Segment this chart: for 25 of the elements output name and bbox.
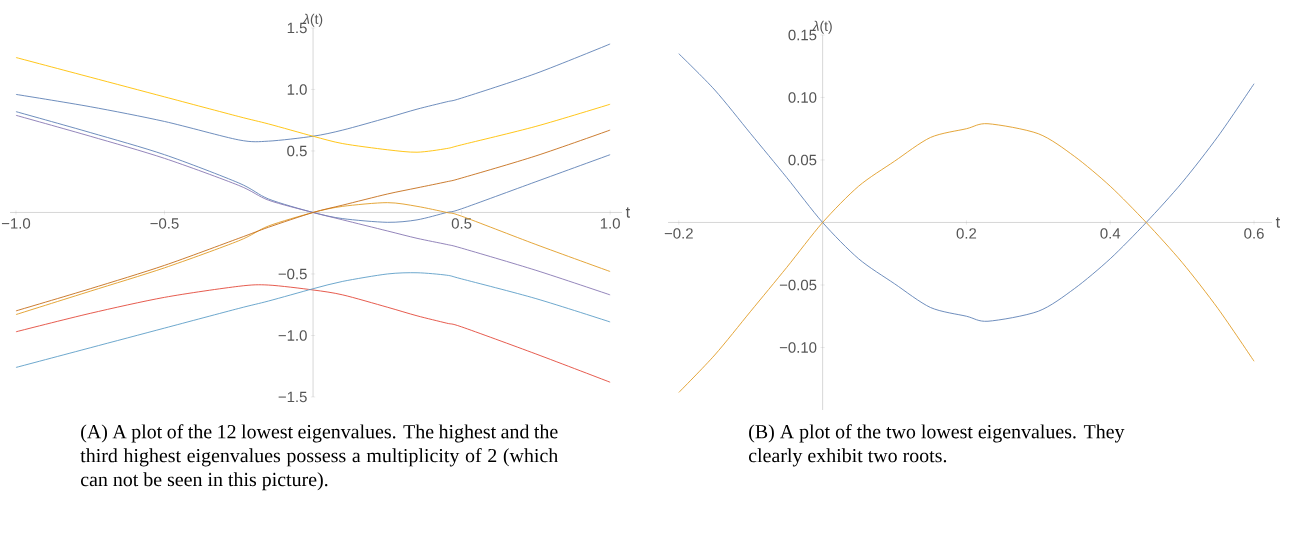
y-tick-label: −1.5 (278, 391, 307, 403)
y-tick-label: 0.05 (788, 154, 817, 166)
x-tick-label: 0.4 (1100, 228, 1121, 239)
x-tick-label: 0.2 (956, 228, 977, 239)
x-tick-label: 0.6 (1244, 228, 1264, 239)
x-axis-title: t (625, 207, 630, 218)
line-series (15, 43, 611, 143)
y-tick-label: 0.5 (287, 145, 307, 157)
x-tick-label: −1.0 (1, 218, 31, 229)
x-tick-label: −0.2 (664, 228, 693, 239)
y-tick-label: −0.10 (779, 342, 817, 353)
x-tick-label: 1.0 (600, 218, 620, 229)
x-axis-title: t (1275, 217, 1280, 228)
y-tick-label: −0.05 (779, 279, 817, 291)
y-tick-label: 1.5 (287, 22, 307, 34)
x-tick-label: −0.5 (150, 218, 179, 229)
text: (A) A plot of the 12 lowest eigenvalues. The highest and the third highest eigenvalues possess a multiplicity of 2 (which can not be seen in this picture). (80, 424, 558, 491)
x-tick-label: 0.5 (451, 218, 472, 229)
text: (B) A plot of the two lowest eigenvalues. They clearly exhibit two roots. (748, 424, 1125, 467)
y-tick-label: 0.10 (788, 92, 817, 103)
line-series (15, 284, 611, 383)
y-tick-label: −0.5 (278, 268, 307, 280)
y-tick-label: 0.15 (788, 29, 817, 41)
y-tick-label: 1.0 (287, 84, 307, 95)
y-tick-label: −1.0 (278, 330, 307, 341)
